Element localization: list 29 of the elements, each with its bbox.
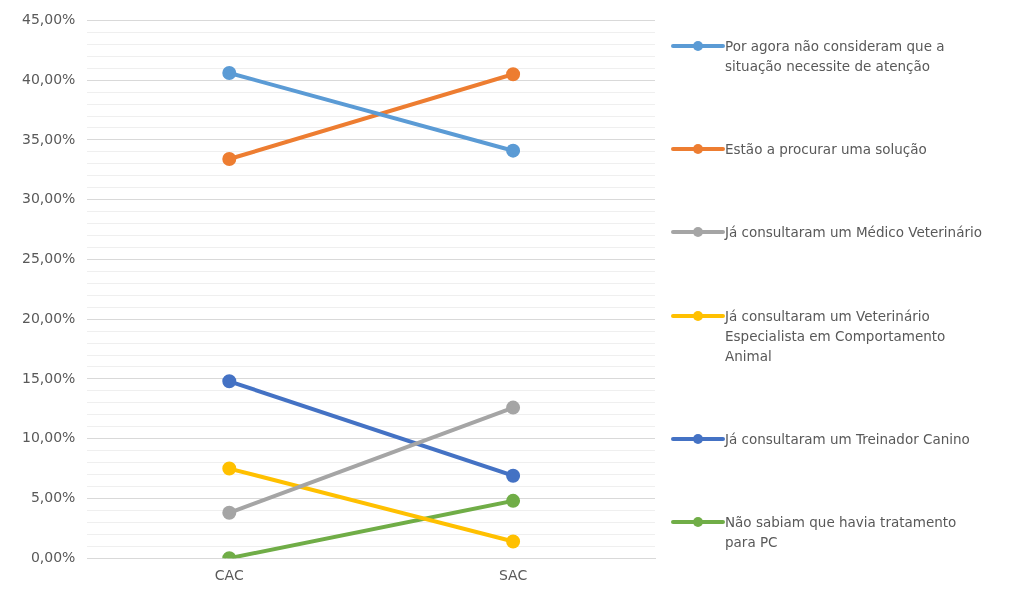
legend-label: Já consultaram um Treinador Canino	[725, 429, 971, 449]
point	[506, 67, 521, 82]
point	[222, 505, 237, 520]
point	[222, 152, 237, 167]
legend-label: Já consultaram um Médico Veterinário	[725, 223, 983, 243]
point	[506, 468, 521, 483]
legend-label: Não sabiam que havia tratamento para PC	[725, 513, 958, 553]
point	[506, 534, 521, 549]
y-tick-label: 30,00%	[21, 190, 76, 207]
y-tick-label: 10,00%	[21, 429, 76, 446]
y-tick-label: 5,00%	[30, 489, 76, 506]
point	[506, 143, 521, 158]
y-tick-label: 15,00%	[21, 369, 76, 386]
y-tick-label: 45,00%	[21, 11, 76, 28]
x-tick-label: SAC	[498, 567, 528, 584]
point	[222, 374, 237, 389]
x-tick-label: CAC	[214, 567, 244, 584]
point	[222, 65, 237, 80]
y-tick-label: 35,00%	[21, 130, 76, 147]
y-tick-label: 20,00%	[21, 309, 76, 326]
legend-label: Por agora não consideram que a situação necessite de atenção	[725, 36, 946, 76]
point	[506, 493, 521, 508]
legend-label: Estão a procurar uma solução	[725, 140, 928, 159]
y-tick-label: 25,00%	[21, 250, 76, 267]
point	[222, 461, 237, 476]
y-tick-label: 40,00%	[21, 70, 76, 87]
y-tick-label: 0,00%	[30, 548, 76, 565]
legend-label: Já consultaram um Veterinário Especialista em Comportamento Animal	[725, 306, 947, 366]
point	[506, 400, 521, 415]
